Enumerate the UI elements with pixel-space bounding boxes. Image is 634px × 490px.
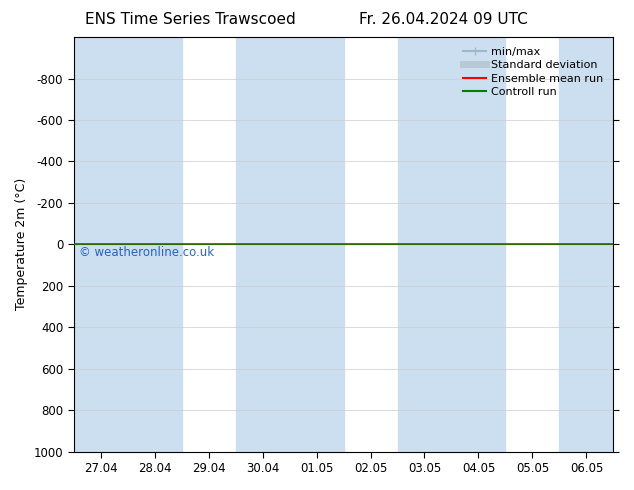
Text: © weatheronline.co.uk: © weatheronline.co.uk — [79, 246, 214, 259]
Legend: min/max, Standard deviation, Ensemble mean run, Controll run: min/max, Standard deviation, Ensemble me… — [459, 43, 608, 101]
Bar — [559, 37, 614, 452]
Y-axis label: Temperature 2m (°C): Temperature 2m (°C) — [15, 178, 28, 311]
Text: Fr. 26.04.2024 09 UTC: Fr. 26.04.2024 09 UTC — [359, 12, 528, 27]
Bar — [236, 37, 290, 452]
Bar — [398, 37, 451, 452]
Bar — [290, 37, 344, 452]
Bar — [451, 37, 505, 452]
Text: ENS Time Series Trawscoed: ENS Time Series Trawscoed — [85, 12, 295, 27]
Bar — [74, 37, 127, 452]
Bar — [127, 37, 181, 452]
